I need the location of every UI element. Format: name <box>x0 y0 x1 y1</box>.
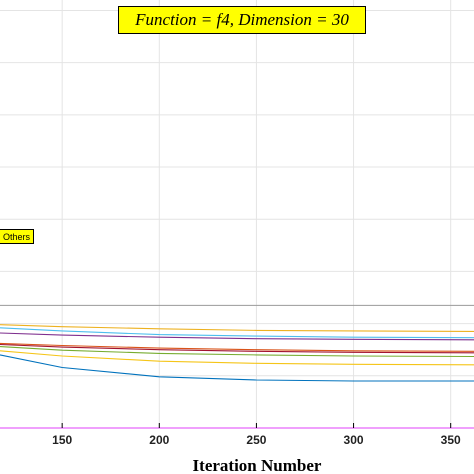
x-tick-label-150: 150 <box>52 433 72 447</box>
series-line-2 <box>0 324 474 332</box>
x-tick-label-200: 200 <box>149 433 169 447</box>
series-line-5 <box>0 342 474 352</box>
series-line-7 <box>0 346 474 358</box>
legend-others: Others <box>0 229 34 244</box>
x-axis-label: Iteration Number <box>193 456 322 474</box>
series-line-6 <box>0 343 474 354</box>
series-line-4 <box>0 332 474 341</box>
series-layer <box>0 324 474 429</box>
chart-title: Function = f4, Dimension = 30 <box>118 6 366 34</box>
x-tick-label-250: 250 <box>246 433 266 447</box>
x-tick-label-350: 350 <box>441 433 461 447</box>
series-line-8 <box>0 350 474 366</box>
series-line-3 <box>0 327 474 339</box>
grid-layer <box>0 0 474 429</box>
series-line-1 <box>0 354 474 382</box>
tick-layer: 150 200 250 300 350 <box>52 423 461 447</box>
x-tick-label-300: 300 <box>344 433 364 447</box>
